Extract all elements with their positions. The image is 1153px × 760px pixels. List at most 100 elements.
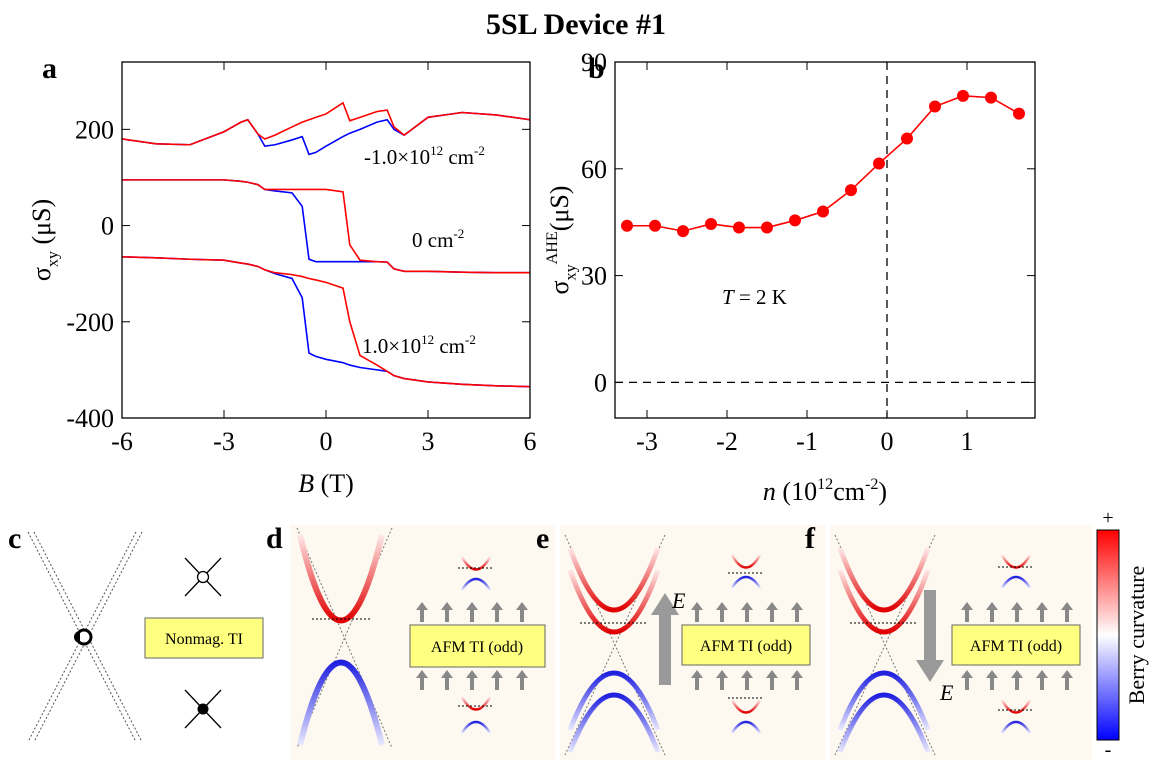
x-tick-label: -2 (716, 427, 738, 456)
label-part: cm (434, 334, 465, 358)
data-line (121, 256, 531, 388)
y-tick-label: -400 (66, 404, 114, 433)
data-point (677, 225, 689, 238)
rich-label: σxy (μS) (27, 199, 61, 281)
x-tick-label: 3 (422, 427, 435, 456)
field-label: E (939, 680, 954, 705)
label-part: (μS) (27, 199, 56, 251)
panel-d: d AFM TI (odd) (266, 522, 555, 760)
plot-frame (614, 61, 1036, 419)
band-upper (567, 547, 661, 613)
mini-band (730, 699, 762, 714)
data-point (901, 132, 913, 145)
label-part: B (298, 469, 314, 498)
mini-band (460, 696, 492, 711)
material-box (144, 617, 264, 659)
dirac-point (74, 631, 80, 643)
superscript: -2 (465, 332, 476, 347)
mini-band (1000, 575, 1032, 589)
panel-label: e (536, 522, 549, 555)
data-point (705, 217, 717, 230)
rich-label: n (1012cm-2) (763, 476, 887, 506)
x-tick-label: 0 (881, 427, 894, 456)
y-tick-label: 90 (581, 48, 607, 77)
rich-label: 0 cm-2 (412, 226, 464, 252)
label-part: (10 (776, 477, 817, 506)
label-part: cm (443, 145, 474, 169)
label-part: ) (878, 477, 887, 506)
band-upper (837, 569, 931, 635)
plot-frame (121, 61, 531, 419)
subscript: xy (562, 264, 579, 280)
field-arrow (916, 590, 944, 682)
x-tick-label: 1 (961, 427, 974, 456)
x-tick-label: -3 (636, 427, 658, 456)
mini-band (460, 556, 492, 571)
rich-label: σxyAHE(μS) (544, 186, 579, 295)
x-tick-label: 0 (320, 427, 333, 456)
band-upper (837, 547, 931, 613)
label-part: (T) (314, 469, 354, 498)
colorbar-max: + (1102, 507, 1113, 529)
figure-title: 5SL Device #1 (486, 8, 666, 41)
x-tick-label: 6 (524, 427, 537, 456)
y-tick-label: 30 (581, 262, 607, 291)
data-line (121, 101, 531, 146)
mini-band (730, 554, 762, 569)
x-tick-label: -3 (213, 427, 235, 456)
panel-label: c (8, 522, 21, 555)
data-point (929, 100, 941, 113)
filled-point (197, 703, 209, 715)
data-point (1013, 107, 1025, 120)
label-part: σ (545, 280, 574, 294)
superscript: -2 (865, 476, 878, 493)
material-box (951, 624, 1081, 666)
band-upper (297, 534, 385, 624)
open-point (196, 570, 210, 584)
rich-label: 1.0×1012 cm-2 (362, 332, 476, 358)
data-point (845, 184, 857, 197)
box-label: AFM TI (odd) (700, 638, 792, 655)
box-label: Nonmag. TI (165, 631, 243, 648)
superscript: -2 (453, 226, 464, 241)
x-tick-label: -1 (796, 427, 818, 456)
data-point (761, 221, 773, 234)
data-line (122, 179, 530, 274)
y-tick-label: 60 (581, 155, 607, 184)
afm-stack (961, 602, 1073, 690)
superscript: 12 (817, 476, 833, 493)
mini-band (460, 577, 492, 591)
afm-stack (691, 602, 803, 690)
data-line (121, 256, 531, 388)
data-point (817, 205, 829, 218)
data-point (649, 219, 661, 232)
band-lower (837, 670, 931, 731)
superscript: -2 (474, 143, 485, 158)
label-part: σ (27, 267, 56, 281)
dirac-cone (27, 531, 143, 743)
label-part: 0 cm (412, 228, 453, 252)
afm-stack (416, 602, 528, 690)
colorbar-min: - (1105, 739, 1112, 760)
rich-label: T = 2 K (722, 285, 787, 309)
panel-label: a (42, 52, 57, 85)
material-box (409, 624, 546, 668)
box-label: AFM TI (odd) (431, 639, 523, 656)
y-tick-label: 0 (101, 212, 114, 241)
x-tick-label: -6 (111, 427, 133, 456)
mini-band (460, 720, 492, 734)
label-part: 1.0×10 (362, 334, 421, 358)
data-point (733, 221, 745, 234)
superscript: 12 (421, 332, 434, 347)
box-label: AFM TI (odd) (970, 638, 1062, 655)
panel-label: f (805, 522, 816, 555)
superscript: 12 (430, 143, 443, 158)
panel-f: f E AFM TI (odd) (805, 522, 1092, 760)
mini-band (1000, 720, 1032, 734)
panel-label: d (266, 522, 283, 555)
mini-band (1000, 699, 1032, 714)
data-point (621, 219, 633, 232)
panel-e: e E AFM TI (odd) (536, 522, 825, 760)
colorbar-label: Berry curvature (1124, 566, 1149, 705)
field-label: E (671, 588, 686, 613)
